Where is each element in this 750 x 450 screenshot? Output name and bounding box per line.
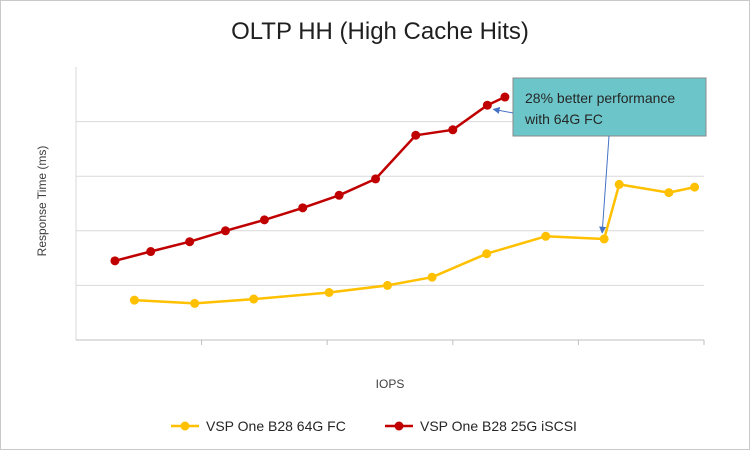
series-1 bbox=[110, 92, 510, 266]
legend-label-iscsi: VSP One B28 25G iSCSI bbox=[420, 418, 577, 434]
data-point bbox=[664, 188, 674, 198]
data-point bbox=[448, 125, 458, 135]
series-layer bbox=[110, 92, 700, 308]
data-point bbox=[500, 92, 510, 102]
callout-text-line-1: 28% better performance bbox=[525, 90, 675, 106]
data-point bbox=[190, 298, 200, 308]
data-point bbox=[324, 287, 334, 297]
data-point bbox=[220, 226, 230, 236]
legend-label-fc: VSP One B28 64G FC bbox=[206, 418, 346, 434]
data-point bbox=[259, 215, 269, 225]
callout-text-line-2: with 64G FC bbox=[524, 111, 603, 127]
data-point bbox=[185, 237, 195, 247]
data-point bbox=[599, 234, 609, 244]
data-point bbox=[334, 190, 344, 200]
data-point bbox=[110, 256, 120, 266]
callout-arrow bbox=[492, 106, 514, 114]
data-point bbox=[382, 280, 392, 290]
data-point bbox=[411, 130, 421, 140]
y-axis-label: Response Time (ms) bbox=[35, 146, 49, 257]
axes bbox=[75, 67, 705, 345]
series-line bbox=[114, 95, 506, 263]
data-point bbox=[371, 174, 381, 184]
data-point bbox=[482, 100, 492, 110]
data-point bbox=[427, 272, 437, 282]
gridlines bbox=[76, 121, 704, 286]
legend: VSP One B28 64G FC VSP One B28 25G iSCSI bbox=[171, 418, 577, 434]
data-point bbox=[129, 295, 139, 305]
data-point bbox=[690, 182, 700, 192]
legend-swatch-marker bbox=[180, 421, 190, 431]
callout: 28% better performance with 64G FC bbox=[512, 77, 707, 137]
data-point bbox=[482, 249, 492, 259]
series-0 bbox=[129, 179, 700, 308]
callout-box bbox=[512, 77, 707, 137]
legend-swatch-marker bbox=[394, 421, 404, 431]
x-axis-label: IOPS bbox=[376, 377, 405, 391]
legend-item-iscsi[interactable]: VSP One B28 25G iSCSI bbox=[385, 418, 577, 434]
chart-title: OLTP HH (High Cache Hits) bbox=[231, 18, 529, 45]
data-point bbox=[298, 203, 308, 213]
data-point bbox=[541, 231, 551, 241]
data-point bbox=[146, 247, 156, 257]
callout-arrows bbox=[492, 106, 610, 234]
data-point bbox=[249, 294, 259, 304]
legend-item-fc[interactable]: VSP One B28 64G FC bbox=[171, 418, 346, 434]
series-line bbox=[134, 183, 695, 305]
data-point bbox=[614, 179, 624, 189]
callout-arrow bbox=[599, 135, 610, 234]
